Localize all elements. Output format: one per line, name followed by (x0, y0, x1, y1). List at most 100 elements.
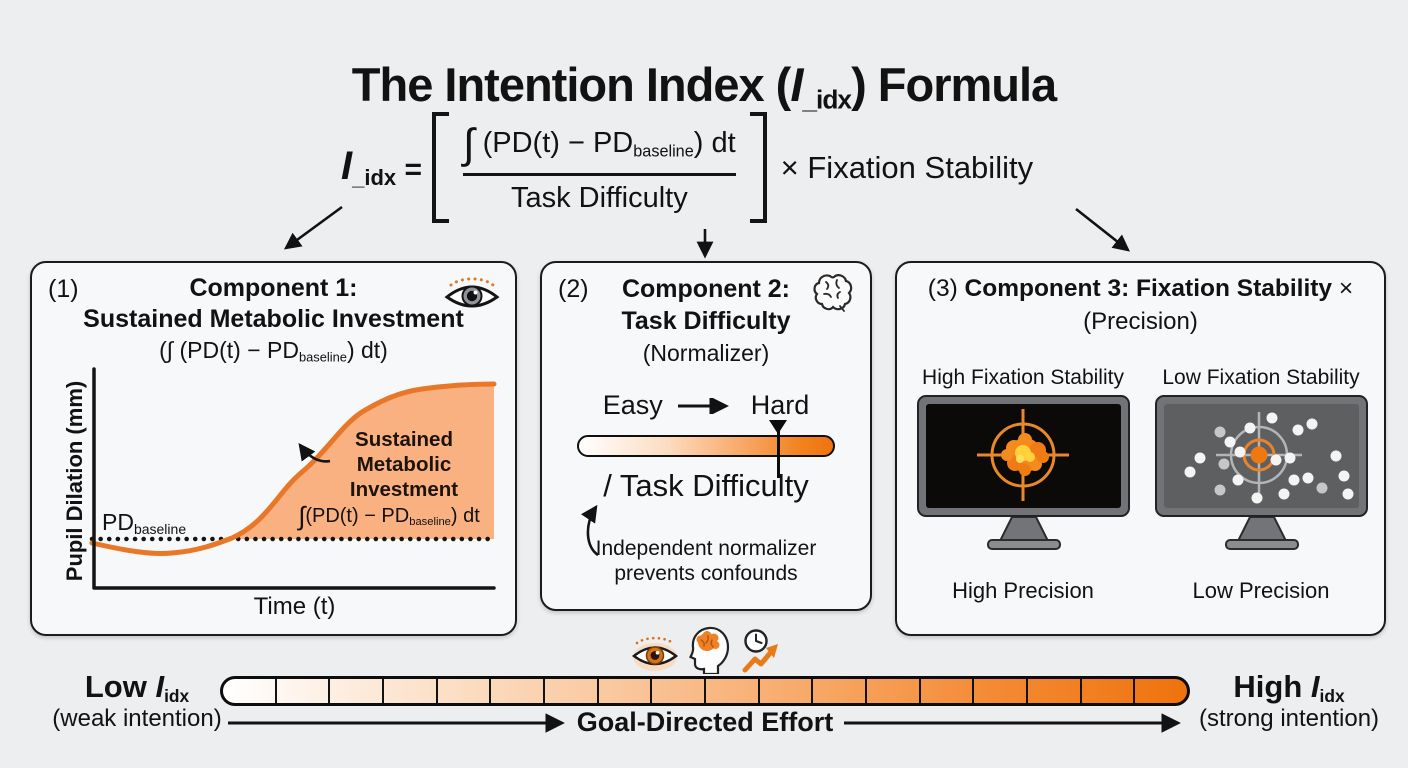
high-stability-label: High Fixation Stability (922, 366, 1124, 389)
gaze-point (1338, 470, 1350, 482)
component3-box: (3) Component 3: Fixation Stability × (P… (895, 261, 1386, 636)
high-precision-label: High Precision (952, 578, 1094, 603)
gaze-point (1251, 492, 1263, 504)
brain-icon (810, 272, 856, 319)
component3-title: (3) Component 3: Fixation Stability × (927, 275, 1354, 302)
difficulty-marker-icon (769, 420, 787, 434)
monitor-stand (1224, 517, 1299, 550)
pupil-dilation-curve (89, 381, 497, 556)
low-precision-monitor (1155, 395, 1368, 551)
fraction-bar (463, 173, 736, 176)
intensity-bar (220, 676, 1190, 706)
gaze-point (1214, 426, 1226, 438)
baseline-label: PDbaseline (102, 509, 187, 537)
gaze-point (1194, 452, 1206, 464)
arrow-to-component1 (283, 205, 343, 250)
low-stability-label: Low Fixation Stability (1162, 366, 1360, 389)
component2-box: (2) Component 2: Task Difficulty (Normal… (540, 261, 872, 611)
component2-title-line2: Task Difficulty (621, 307, 791, 335)
component1-number: (1) (48, 275, 79, 303)
formula-multiplier: × Fixation Stability (780, 149, 1034, 185)
chart-xlabel: Time (t) (253, 593, 336, 620)
component2-title-line1: Component 2: (621, 275, 791, 303)
normalizer-note-line1: Independent normalizer (595, 537, 817, 560)
eye-icon (443, 272, 501, 317)
high-precision-screen (926, 404, 1121, 508)
high-precision-gaze (977, 409, 1069, 501)
low-precision-screen (1164, 404, 1359, 508)
intensity-segment (652, 679, 707, 703)
intensity-segment (1135, 679, 1187, 703)
intensity-segment (438, 679, 492, 703)
page-title: The Intention Index (I_idx) Formula (351, 58, 1057, 115)
intention-index-formula: I_idx = ∫ (PD(t) − PDbaseline) dt Task D… (341, 112, 1033, 223)
arrow-to-component3 (1075, 207, 1130, 252)
gaze-point (1306, 418, 1318, 430)
high-index-caption: (strong intention) (1198, 705, 1380, 732)
gaze-point (1214, 484, 1226, 496)
component1-box: (1) Component 1: Sustained Metabolic Inv… (30, 261, 517, 636)
note-arrow (581, 504, 599, 557)
intensity-segment (867, 679, 921, 703)
gaze-point (1244, 422, 1256, 434)
component1-formula: (∫ (PD(t) − PDbaseline) dt) (159, 337, 388, 365)
gaze-point (1025, 452, 1035, 462)
formula-denominator: Task Difficulty (510, 182, 688, 214)
intensity-segment (921, 679, 975, 703)
gaze-point (1316, 482, 1328, 494)
formula-lhs: I_idx = (341, 143, 423, 191)
low-precision-label: Low Precision (1192, 578, 1330, 603)
gaze-point (1019, 464, 1031, 476)
open-bracket (432, 112, 450, 223)
component1-title-line1: Component 1: (189, 274, 358, 302)
intensity-segment (706, 679, 760, 703)
component2-number: (2) (558, 275, 589, 303)
gaze-point (1270, 454, 1282, 466)
gaze-point (1288, 474, 1300, 486)
high-index-label: High Iidx (1233, 669, 1345, 706)
clock-trend-icon (740, 628, 784, 679)
intensity-segment (545, 679, 599, 703)
monitor-stand (986, 517, 1061, 550)
intensity-segment (813, 679, 868, 703)
gaze-point (1016, 455, 1024, 463)
annotation-arrow (298, 442, 331, 463)
gaze-point (1330, 450, 1342, 462)
gaze-point (1184, 466, 1196, 478)
difficulty-gradient-bar (577, 435, 835, 457)
easy-label: Easy (602, 390, 663, 420)
intensity-segment (223, 679, 277, 703)
gaze-point (1232, 474, 1244, 486)
integral-area-fill (232, 384, 494, 539)
gaze-point (1018, 433, 1032, 447)
gaze-point (1001, 449, 1013, 461)
normalizer-note-line2: prevents confounds (614, 562, 798, 585)
gaze-point (1234, 446, 1246, 458)
sustained-investment-annotation: Sustained Metabolic Investment (349, 428, 459, 501)
chart-ylabel: Pupil Dilation (mm) (62, 380, 87, 582)
easy-to-hard-arrow (677, 397, 729, 414)
monitor-bezel (917, 395, 1130, 517)
gaze-point (1218, 458, 1230, 470)
component3-subtitle: (Precision) (1083, 308, 1198, 335)
gaze-point (1292, 424, 1304, 436)
intensity-segment (760, 679, 814, 703)
chart-axes (92, 367, 496, 590)
difficulty-marker-line (777, 429, 780, 478)
intensity-segment (1082, 679, 1136, 703)
gaze-point (1266, 412, 1278, 424)
pupil-dilation-chart (89, 367, 497, 590)
intensity-segment (330, 679, 385, 703)
gaze-point (1342, 488, 1354, 500)
low-index-caption: (weak intention) (52, 705, 222, 732)
close-bracket (749, 112, 767, 223)
goal-directed-effort-label: Goal-Directed Effort (576, 707, 834, 737)
gaze-point (1278, 488, 1290, 500)
intensity-segment (384, 679, 438, 703)
gaze-point (1224, 436, 1236, 448)
monitor-bezel (1155, 395, 1368, 517)
component1-title-line2: Sustained Metabolic Investment (83, 305, 464, 333)
integral-expression-label: ∫(PD(t) − PDbaseline) dt (298, 501, 480, 531)
formula-numerator: ∫ (PD(t) − PDbaseline) dt (463, 120, 736, 167)
